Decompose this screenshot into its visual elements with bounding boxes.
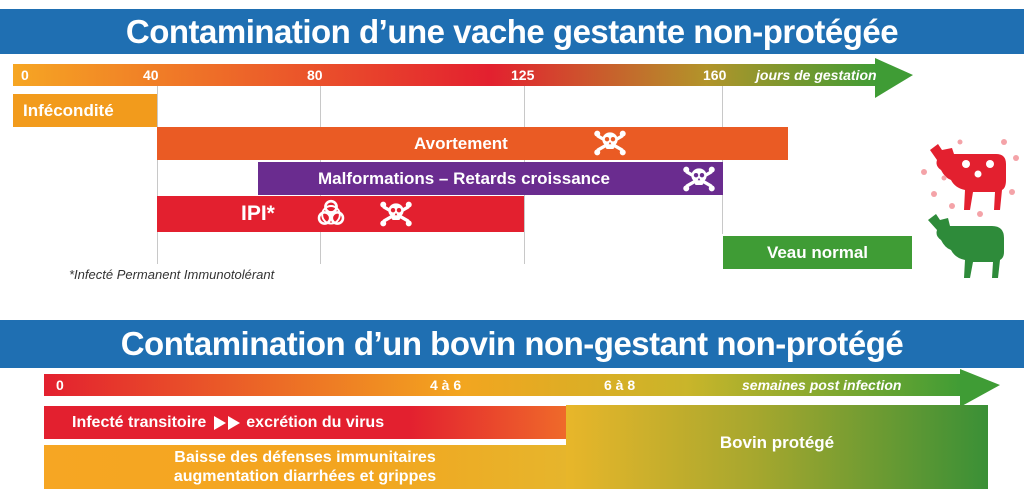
top-tick-125: 125 <box>511 67 535 83</box>
top-tick-80: 80 <box>307 67 323 83</box>
label-malformations: Malformations – Retards croissance <box>318 168 610 188</box>
bottom-axis-arrow <box>44 369 1000 407</box>
label-excretion-virus: excrétion du virus <box>246 413 385 431</box>
label-veau-normal: Veau normal <box>766 242 869 262</box>
bar-infecte-transitoire: Infecté transitoire excrétion du virus <box>44 406 566 439</box>
healthy-cow-icon <box>928 214 1004 278</box>
bar-malformations: Malformations – Retards croissance <box>258 162 723 195</box>
skull-crossbones-icon <box>682 165 716 193</box>
bottom-title-banner: Contamination d’un bovin non-gestant non… <box>0 320 1024 368</box>
bottom-axis-unit: semaines post infection <box>742 377 902 393</box>
bar-ipi: IPI* <box>157 196 524 232</box>
label-ipi: IPI* <box>241 202 275 225</box>
bar-infecondite: Infécondité <box>13 94 157 127</box>
label-baisse-line1: Baisse des défenses immunitaires <box>174 449 436 466</box>
bar-baisse-defenses: Baisse des défenses immunitaires augment… <box>44 445 566 489</box>
bar-avortement: Avortement <box>157 127 788 160</box>
skull-crossbones-icon <box>593 129 627 157</box>
bar-veau-normal: Veau normal <box>723 236 912 269</box>
top-tick-40: 40 <box>143 67 159 83</box>
infected-cow-icon <box>921 139 1019 217</box>
gridline-40 <box>157 84 158 264</box>
footnote: *Infecté Permanent Immunotolérant <box>69 267 275 282</box>
double-arrow-icon <box>214 415 241 430</box>
bottom-title: Contamination d’un bovin non-gestant non… <box>120 325 904 362</box>
label-infecte-transitoire: Infecté transitoire <box>72 413 207 431</box>
label-avortement: Avortement <box>414 133 508 153</box>
biohazard-icon <box>315 198 347 230</box>
top-title: Contamination d’une vache gestante non-p… <box>125 12 899 50</box>
top-tick-160: 160 <box>703 67 727 83</box>
bar-bovin-protege: Bovin protégé <box>566 405 988 489</box>
skull-crossbones-icon <box>379 200 413 228</box>
bottom-tick-4-6: 4 à 6 <box>430 377 462 393</box>
top-title-banner: Contamination d’une vache gestante non-p… <box>0 9 1024 54</box>
bottom-tick-0: 0 <box>56 377 64 393</box>
top-axis-arrow <box>13 58 913 98</box>
label-bovin-protege: Bovin protégé <box>719 433 835 452</box>
bottom-tick-6-8: 6 à 8 <box>604 377 636 393</box>
label-infecondite: Infécondité <box>23 100 114 120</box>
label-baisse-line2: augmentation diarrhées et grippes <box>173 468 437 485</box>
top-axis-unit: jours de gestation <box>756 67 877 83</box>
top-tick-0: 0 <box>21 67 29 83</box>
